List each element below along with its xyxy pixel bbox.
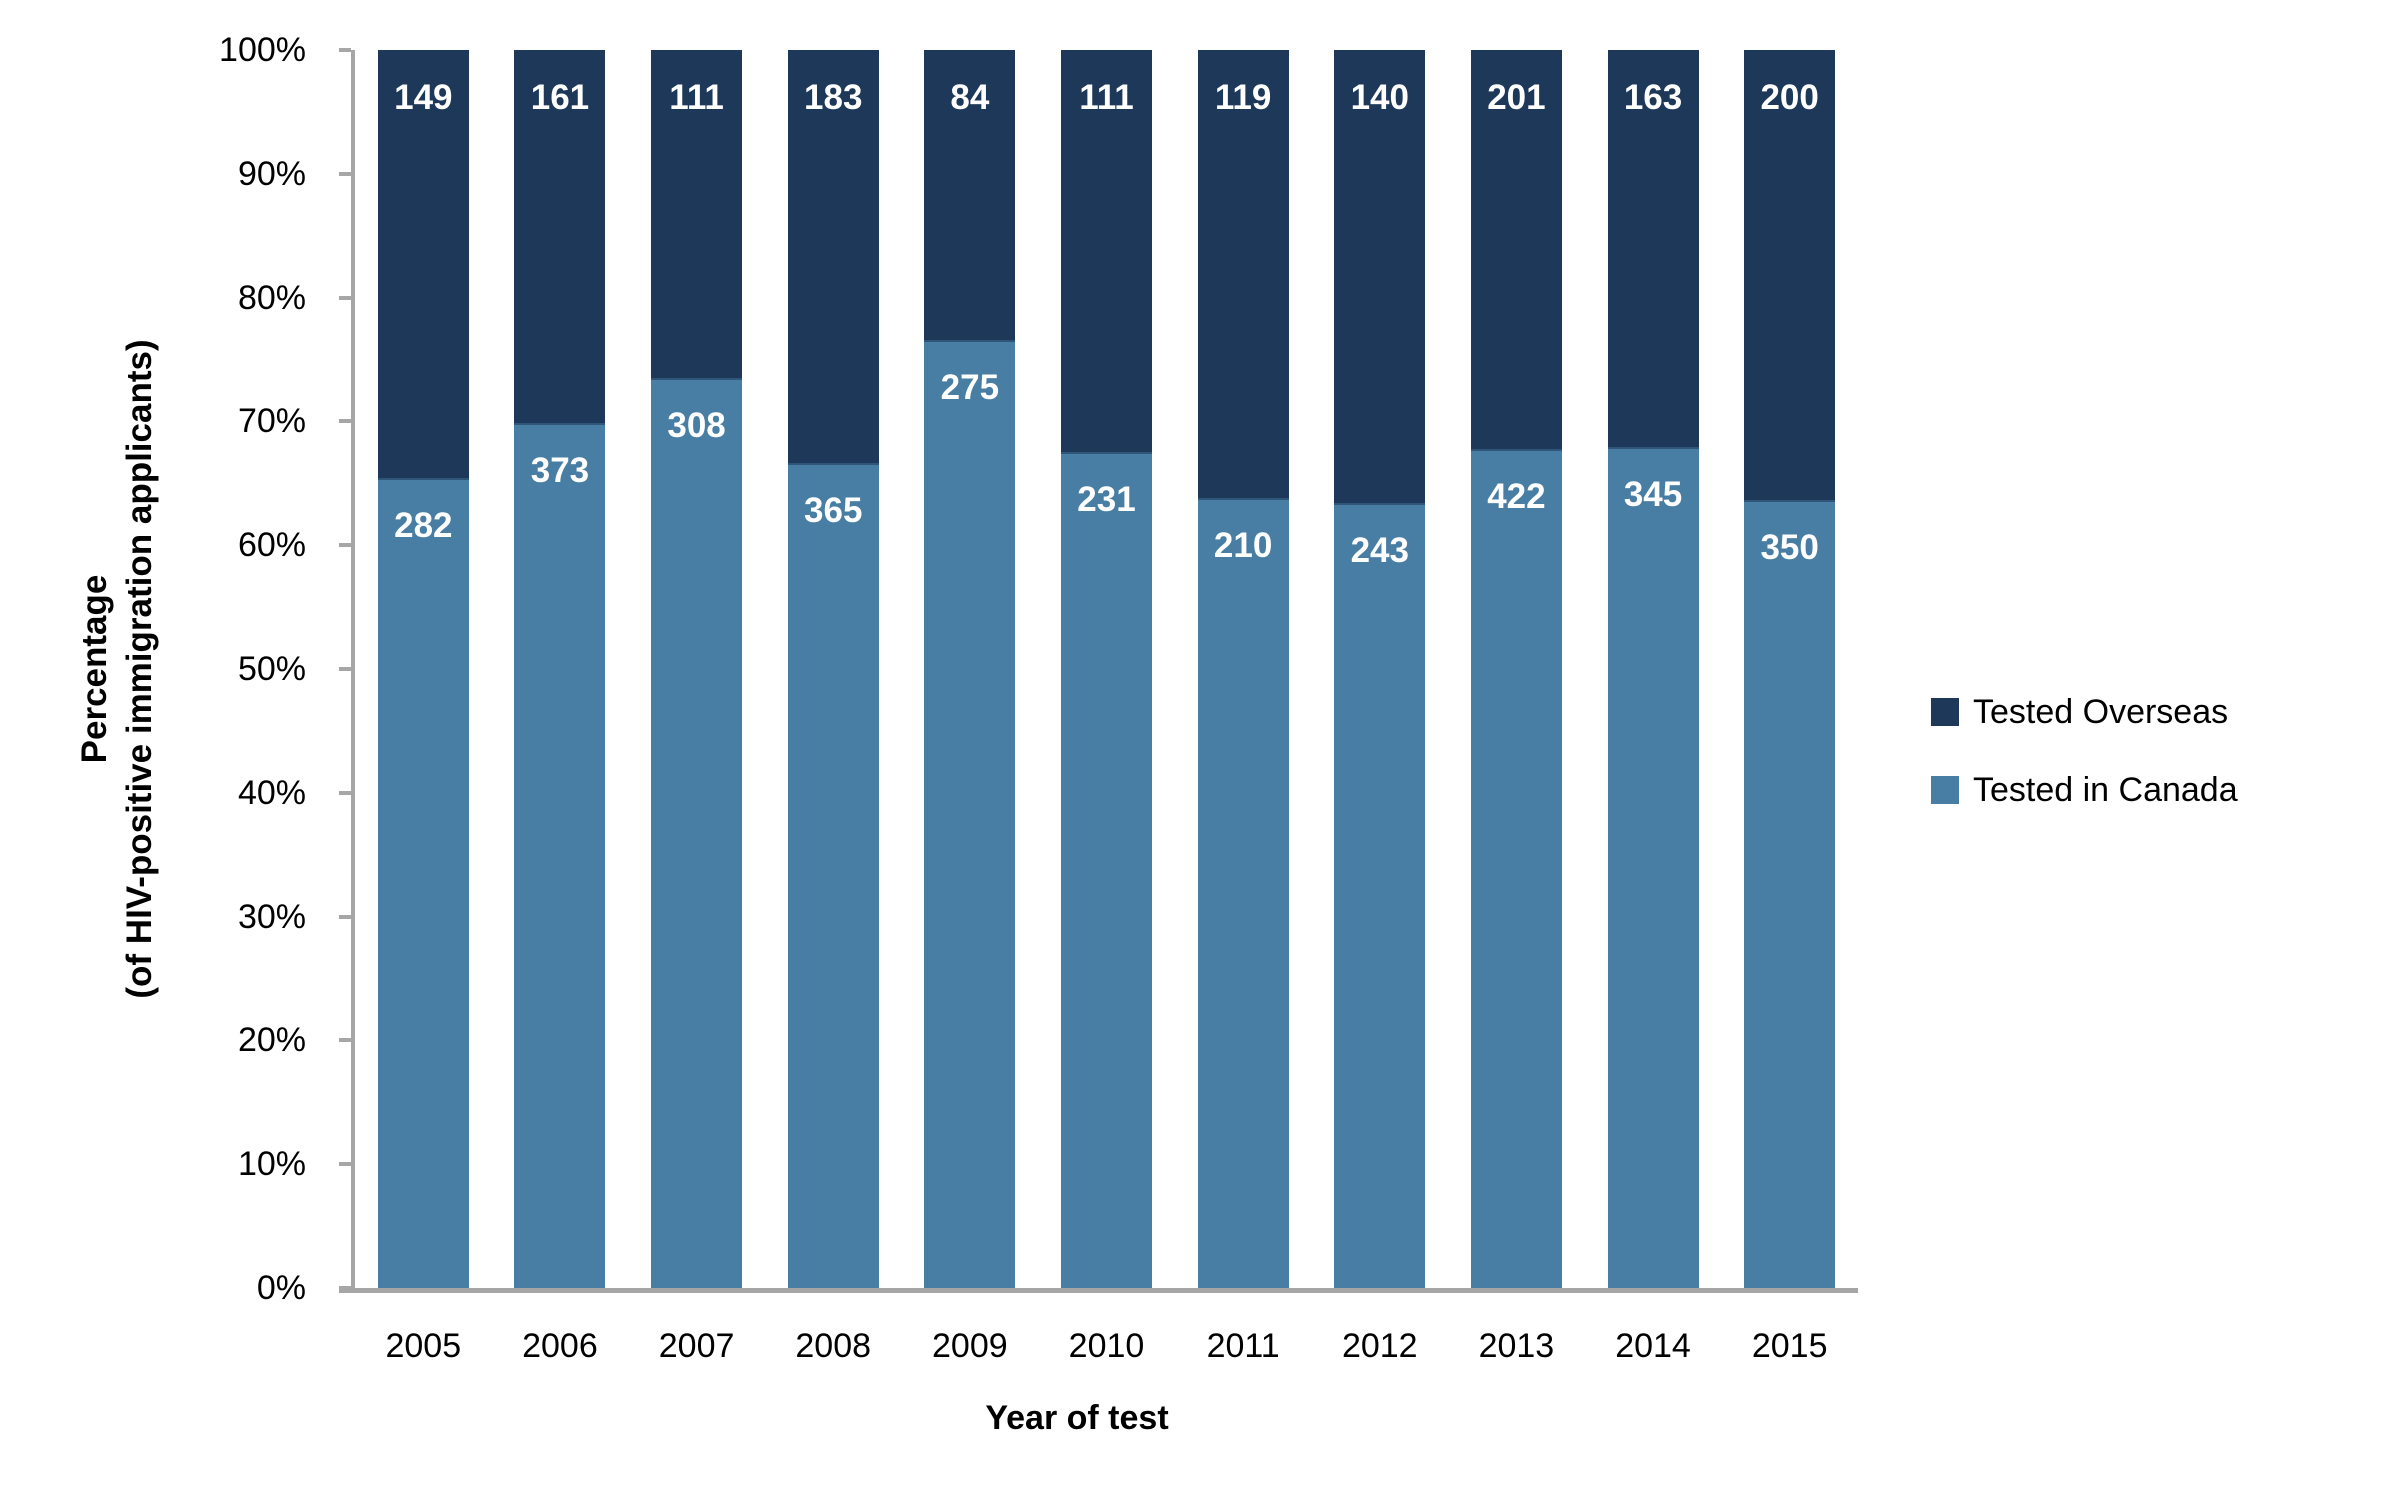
bar-segment-tested-in-canada-2005 (377, 477, 469, 1288)
bar-value-label-overseas-2014: 163 (1623, 78, 1683, 117)
x-tick-label-2012: 2012 (1341, 1327, 1418, 1365)
y-tick-mark-20% (339, 1038, 351, 1043)
x-tick-label-2015: 2015 (1751, 1327, 1828, 1365)
bar-value-label-canada-2010: 231 (1077, 479, 1136, 519)
bar-value-label-overseas-2010: 111 (1079, 78, 1134, 117)
bar-segment-tested-in-canada-2006 (514, 423, 606, 1288)
y-tick-mark-50% (339, 667, 351, 671)
y-tick-mark-30% (339, 914, 351, 919)
legend-swatch-icon (1931, 698, 1959, 726)
bar-value-label-canada-2008: 365 (804, 491, 863, 531)
y-tick-label-10%: 10% (237, 1145, 306, 1184)
x-tick-label-2008: 2008 (795, 1327, 872, 1365)
y-tick-mark-70% (339, 419, 351, 424)
y-tick-label-0%: 0% (256, 1269, 306, 1307)
x-tick-label-2006: 2006 (522, 1327, 598, 1365)
bar-segment-tested-in-canada-2008 (787, 463, 879, 1288)
bar-segment-tested-overseas-2005 (377, 50, 469, 478)
bar-value-label-canada-2015: 350 (1760, 528, 1819, 568)
x-tick-label-2014: 2014 (1615, 1327, 1691, 1365)
bar-value-label-overseas-2011: 119 (1214, 78, 1272, 117)
bar-value-label-canada-2009: 275 (940, 367, 1000, 407)
bar-segment-tested-overseas-2009 (924, 50, 1016, 340)
y-tick-label-40%: 40% (237, 773, 306, 812)
x-tick-label-2013: 2013 (1478, 1327, 1555, 1365)
bar-segment-tested-overseas-2012 (1334, 50, 1426, 503)
x-tick-label-2007: 2007 (658, 1327, 735, 1365)
y-tick-label-100%: 100% (219, 31, 306, 69)
bar-value-label-overseas-2008: 183 (804, 78, 863, 117)
bar-value-label-overseas-2007: 111 (669, 78, 724, 117)
legend-label: Tested in Canada (1973, 770, 2238, 809)
y-tick-mark-40% (339, 790, 351, 795)
bar-segment-tested-overseas-2008 (787, 50, 879, 464)
y-axis-line (351, 50, 355, 1293)
y-tick-mark-10% (339, 1162, 351, 1167)
x-tick-label-2010: 2010 (1068, 1327, 1145, 1365)
legend-item-0: Tested Overseas (1931, 692, 2238, 732)
bar-segment-tested-in-canada-2009 (924, 339, 1016, 1288)
bar-value-label-overseas-2015: 200 (1760, 78, 1819, 117)
y-tick-mark-60% (339, 543, 351, 548)
bar-segment-tested-overseas-2011 (1197, 50, 1289, 498)
bar-segment-tested-overseas-2007 (651, 50, 743, 378)
bar-segment-tested-overseas-2006 (514, 50, 606, 424)
bar-segment-tested-in-canada-2010 (1061, 451, 1152, 1288)
y-tick-label-70%: 70% (237, 402, 306, 441)
legend-item-1: Tested in Canada (1931, 770, 2238, 810)
x-tick-label-2005: 2005 (385, 1327, 462, 1365)
y-tick-label-80%: 80% (237, 278, 306, 317)
bar-segment-tested-in-canada-2014 (1607, 447, 1699, 1288)
bar-value-label-canada-2014: 345 (1623, 475, 1683, 515)
x-axis-line (339, 1288, 1858, 1293)
bar-segment-tested-overseas-2014 (1607, 50, 1699, 448)
bar-value-label-canada-2013: 422 (1487, 477, 1546, 517)
y-tick-label-20%: 20% (237, 1021, 306, 1060)
y-tick-mark-80% (339, 295, 351, 300)
bar-segment-tested-in-canada-2013 (1470, 449, 1562, 1288)
y-tick-label-60%: 60% (237, 526, 306, 565)
bar-value-label-overseas-2013: 201 (1487, 78, 1546, 117)
y-tick-mark-90% (339, 171, 351, 176)
x-axis-title: Year of test (985, 1399, 1169, 1437)
bar-value-label-canada-2006: 373 (530, 451, 590, 491)
x-tick-label-2011: 2011 (1206, 1327, 1280, 1365)
y-tick-label-90%: 90% (237, 154, 306, 193)
bar-segment-tested-in-canada-2011 (1197, 497, 1289, 1288)
bar-value-label-overseas-2009: 84 (950, 78, 990, 117)
bar-value-label-canada-2005: 282 (394, 505, 453, 545)
legend-label: Tested Overseas (1973, 692, 2229, 731)
x-tick-label-2009: 2009 (932, 1327, 1008, 1365)
bar-segment-tested-in-canada-2015 (1744, 500, 1836, 1288)
y-tick-mark-100% (339, 48, 351, 52)
bar-segment-tested-overseas-2015 (1744, 50, 1836, 501)
bar-value-label-overseas-2006: 161 (530, 78, 590, 117)
bar-segment-tested-overseas-2010 (1061, 50, 1152, 452)
bar-value-label-canada-2012: 243 (1350, 530, 1409, 570)
bar-segment-tested-overseas-2013 (1470, 50, 1562, 450)
bar-value-label-canada-2011: 210 (1213, 525, 1273, 565)
bar-value-label-overseas-2012: 140 (1350, 78, 1409, 117)
legend: Tested Overseas Tested in Canada (1931, 692, 2238, 848)
legend-swatch-icon (1931, 776, 1959, 804)
y-tick-label-30%: 30% (237, 897, 306, 936)
bar-value-label-canada-2007: 308 (667, 405, 726, 445)
y-tick-label-50%: 50% (237, 650, 306, 688)
bar-value-label-overseas-2005: 149 (394, 78, 453, 117)
bar-segment-tested-in-canada-2007 (651, 377, 743, 1288)
bar-segment-tested-in-canada-2012 (1334, 502, 1426, 1288)
